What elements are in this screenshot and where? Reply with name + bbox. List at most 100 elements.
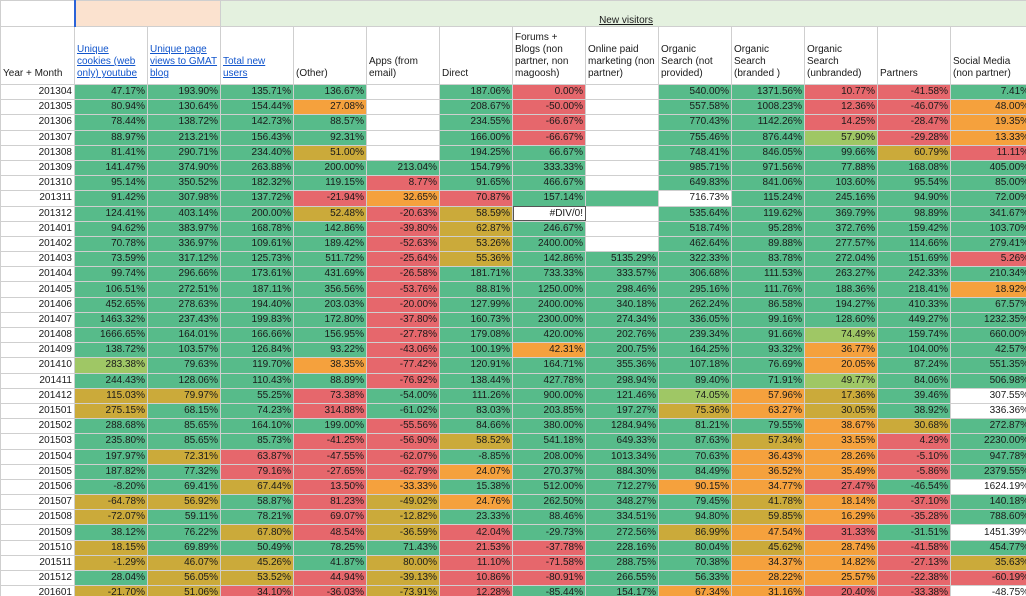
data-cell[interactable]: -8.85% [439, 448, 513, 465]
data-cell[interactable]: 213.04% [366, 159, 440, 177]
data-cell[interactable]: 452.65% [74, 296, 148, 313]
data-cell[interactable]: 80.04% [658, 539, 732, 556]
data-cell[interactable]: 333.57% [585, 266, 659, 283]
data-cell[interactable] [366, 129, 440, 146]
data-cell[interactable]: 83.78% [731, 251, 805, 268]
data-cell[interactable]: 30.68% [877, 418, 951, 435]
data-cell[interactable]: 60.79% [877, 144, 951, 161]
row-label-cell[interactable]: 201506 [0, 478, 75, 496]
data-cell[interactable]: -33.38% [877, 585, 951, 596]
column-header-11[interactable]: Organic Search (unbranded) [804, 26, 878, 85]
data-cell[interactable]: 111.26% [439, 387, 513, 404]
data-cell[interactable]: 119.62% [731, 205, 805, 222]
data-cell[interactable]: -50.00% [512, 99, 586, 116]
data-cell[interactable]: 234.40% [220, 144, 294, 161]
data-cell[interactable]: 81.41% [74, 144, 148, 161]
data-cell[interactable]: 88.46% [512, 509, 586, 526]
data-cell[interactable]: 86.99% [658, 524, 732, 541]
data-cell[interactable]: 272.56% [585, 524, 659, 541]
data-cell[interactable]: 119.70% [220, 357, 294, 374]
row-label-cell[interactable]: 201309 [0, 159, 75, 177]
peach-header-block[interactable] [73, 0, 221, 27]
data-cell[interactable]: 103.70% [949, 220, 1026, 237]
data-cell[interactable]: 68.15% [147, 402, 221, 420]
data-cell[interactable]: 350.52% [147, 175, 221, 192]
data-cell[interactable]: 151.69% [877, 251, 951, 268]
data-cell[interactable]: 462.64% [658, 235, 732, 253]
data-cell[interactable]: 274.34% [585, 311, 659, 329]
data-cell[interactable]: 244.43% [74, 372, 148, 389]
column-header-12[interactable]: Partners [877, 26, 951, 85]
data-cell[interactable]: 93.32% [731, 342, 805, 359]
data-cell[interactable]: 18.15% [74, 539, 148, 556]
data-cell[interactable]: 80.94% [74, 99, 148, 116]
data-cell[interactable]: 449.27% [877, 311, 951, 329]
data-cell[interactable]: 79.97% [147, 387, 221, 404]
data-cell[interactable]: 38.92% [877, 402, 951, 420]
data-cell[interactable]: 36.77% [804, 342, 878, 359]
data-cell[interactable]: 12.36% [804, 99, 878, 116]
data-cell[interactable]: 78.44% [74, 114, 148, 131]
data-cell[interactable]: 24.76% [439, 494, 513, 511]
data-cell[interactable]: 53.52% [220, 569, 294, 587]
data-cell[interactable]: 660.00% [949, 326, 1026, 344]
data-cell[interactable]: 194.40% [220, 296, 294, 313]
data-cell[interactable] [366, 99, 440, 116]
row-label-cell[interactable]: 201503 [0, 433, 75, 450]
data-cell[interactable]: 336.97% [147, 235, 221, 253]
data-cell[interactable]: 21.53% [439, 539, 513, 556]
data-cell[interactable]: 86.58% [731, 296, 805, 313]
data-cell[interactable]: -21.94% [293, 190, 367, 207]
data-cell[interactable]: 84.66% [439, 418, 513, 435]
data-cell[interactable]: 140.18% [949, 494, 1026, 511]
data-cell[interactable]: 336.05% [658, 311, 732, 329]
column-header-0[interactable]: Year + Month [0, 26, 75, 85]
data-cell[interactable]: 71.91% [731, 372, 805, 389]
data-cell[interactable]: 16.29% [804, 509, 878, 526]
data-cell[interactable]: -39.80% [366, 220, 440, 237]
data-cell[interactable]: 380.00% [512, 418, 586, 435]
data-cell[interactable]: -28.47% [877, 114, 951, 131]
data-cell[interactable]: 88.57% [293, 114, 367, 131]
data-cell[interactable]: 1142.26% [731, 114, 805, 131]
data-cell[interactable]: 181.71% [439, 266, 513, 283]
data-cell[interactable]: 405.00% [949, 159, 1026, 177]
data-cell[interactable]: -36.59% [366, 524, 440, 541]
data-cell[interactable]: -73.91% [366, 585, 440, 596]
data-cell[interactable] [585, 205, 659, 222]
data-cell[interactable]: 67.57% [949, 296, 1026, 313]
data-cell[interactable] [585, 129, 659, 146]
data-cell[interactable]: 87.24% [877, 357, 951, 374]
data-cell[interactable]: 58.87% [220, 494, 294, 511]
data-cell[interactable]: 296.66% [147, 266, 221, 283]
data-cell[interactable]: 194.25% [439, 144, 513, 161]
data-cell[interactable]: 91.65% [439, 175, 513, 192]
data-cell[interactable]: 79.16% [220, 463, 294, 480]
data-cell[interactable]: 1371.56% [731, 83, 805, 101]
data-cell[interactable]: 649.83% [658, 175, 732, 192]
data-cell[interactable]: 79.55% [731, 418, 805, 435]
data-cell[interactable]: 187.82% [74, 463, 148, 480]
data-cell[interactable]: 85.00% [949, 175, 1026, 192]
data-cell[interactable]: -62.07% [366, 448, 440, 465]
data-cell[interactable]: 89.40% [658, 372, 732, 389]
data-cell[interactable]: 56.05% [147, 569, 221, 587]
row-label-cell[interactable]: 201404 [0, 266, 75, 283]
data-cell[interactable]: 69.41% [147, 478, 221, 496]
data-cell[interactable]: 7.41% [949, 83, 1026, 101]
error-cell[interactable]: #DIV/0! [512, 205, 586, 222]
data-cell[interactable]: 197.97% [74, 448, 148, 465]
data-cell[interactable]: 95.28% [731, 220, 805, 237]
row-label-cell[interactable]: 201312 [0, 205, 75, 222]
data-cell[interactable]: 34.10% [220, 585, 294, 596]
data-cell[interactable]: 77.32% [147, 463, 221, 480]
data-cell[interactable]: 535.64% [658, 205, 732, 222]
data-cell[interactable]: 114.66% [877, 235, 951, 253]
data-cell[interactable]: 88.97% [74, 129, 148, 146]
data-cell[interactable]: 649.33% [585, 433, 659, 450]
data-cell[interactable]: 263.27% [804, 266, 878, 283]
data-cell[interactable]: 307.98% [147, 190, 221, 207]
data-cell[interactable]: 115.03% [74, 387, 148, 404]
data-cell[interactable] [585, 175, 659, 192]
data-cell[interactable]: 121.46% [585, 387, 659, 404]
